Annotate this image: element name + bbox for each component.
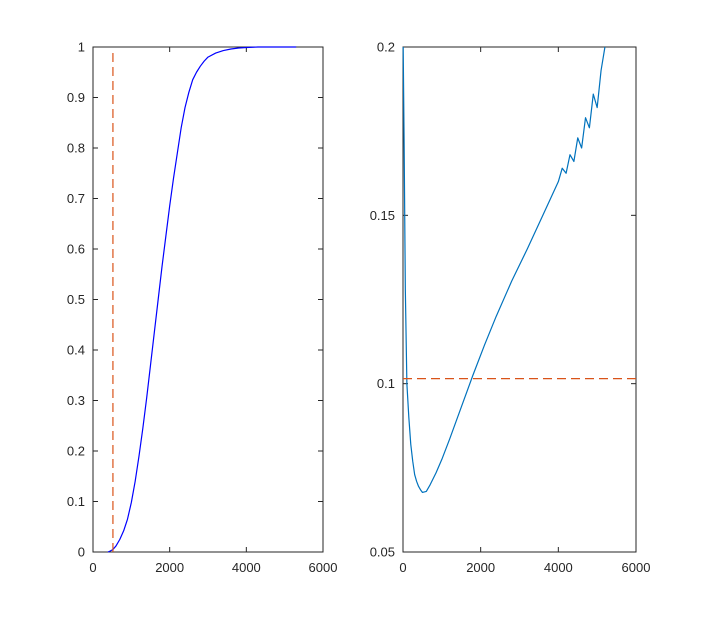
left-y-tick-label: 0.3 — [67, 393, 85, 408]
left-y-tick-label: 0.7 — [67, 191, 85, 206]
left-y-tick-label: 0.1 — [67, 494, 85, 509]
right-y-tick-label: 0.15 — [370, 208, 395, 223]
left-y-tick-label: 0 — [78, 545, 85, 560]
left-x-tick-label: 6000 — [309, 560, 338, 575]
left-y-tick-label: 0.8 — [67, 141, 85, 156]
right-axes: 0 2000 4000 6000 0.05 0.1 0.15 0.2 — [370, 40, 651, 576]
right-x-tick-label: 4000 — [544, 560, 573, 575]
right-ticks: 0 2000 4000 6000 0.05 0.1 0.15 0.2 — [370, 40, 651, 576]
right-plot — [402, 46, 636, 494]
left-axes: 0 2000 4000 6000 0 0.1 0.2 0.3 0.4 0.5 0.6 0.7 0.8 0.… — [67, 40, 338, 576]
left-y-tick-label: 0.6 — [67, 242, 85, 257]
left-ticks: 0 2000 4000 6000 0 0.1 0.2 0.3 0.4 0.5 0.6 0.7 0.8 0.… — [67, 40, 338, 576]
right-x-tick-label: 0 — [399, 560, 406, 575]
right-y-tick-label: 0.05 — [370, 545, 395, 560]
right-x-tick-label: 6000 — [622, 560, 651, 575]
left-x-tick-label: 0 — [89, 560, 96, 575]
right-x-tick-label: 2000 — [466, 560, 495, 575]
left-y-tick-label: 0.4 — [67, 343, 85, 358]
right-y-tick-label: 0.2 — [377, 40, 395, 55]
left-y-tick-label: 0.5 — [67, 292, 85, 307]
left-series-0-curve — [107, 46, 297, 553]
left-plot — [107, 46, 297, 553]
left-y-tick-label: 1 — [78, 40, 85, 55]
left-x-tick-label: 2000 — [155, 560, 184, 575]
left-x-tick-label: 4000 — [232, 560, 261, 575]
left-axes-box — [92, 46, 324, 553]
left-y-tick-label: 0.2 — [67, 444, 85, 459]
left-y-tick-label: 0.9 — [67, 90, 85, 105]
right-axes-box — [402, 46, 637, 553]
right-y-tick-label: 0.1 — [377, 376, 395, 391]
right-series-0-curve — [402, 46, 606, 494]
